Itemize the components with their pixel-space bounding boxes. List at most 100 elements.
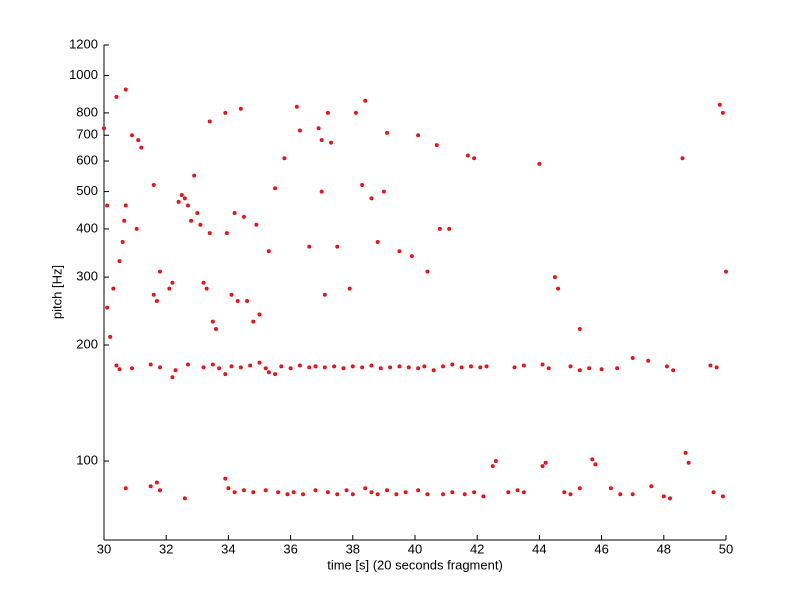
point [157,269,162,274]
x-axis-label: time [s] (20 seconds fragment) [327,557,503,572]
point [201,365,206,370]
x-tick-label: 50 [719,541,733,556]
y-tick-label: 400 [76,220,98,235]
point [223,372,228,377]
x-tick-label: 36 [283,541,297,556]
point [120,239,125,244]
point [307,244,312,249]
point [189,218,194,223]
point [552,275,557,280]
point [360,365,365,370]
point [406,365,411,370]
x-tick-label: 34 [221,541,235,556]
point [577,486,582,491]
point [680,156,685,161]
point [375,492,380,497]
x-tick-label: 38 [346,541,360,556]
point [577,327,582,332]
point [248,363,253,368]
point [630,356,635,361]
point [207,119,212,124]
x-tick-label: 40 [408,541,422,556]
point [154,299,159,304]
point [717,102,722,107]
point [369,196,374,201]
point [102,126,106,131]
point [108,334,113,339]
point [385,130,390,135]
point [157,365,162,370]
point [608,486,613,491]
point [568,492,573,497]
point [319,138,324,143]
point [450,362,455,367]
point [157,488,162,493]
point [276,490,281,495]
point [117,259,122,264]
point [257,312,262,317]
point [316,126,321,131]
point [297,363,302,368]
point [472,156,477,161]
point [207,231,212,236]
point [521,490,526,495]
point [291,490,296,495]
point [397,249,402,254]
point [714,365,719,370]
point [397,364,402,369]
point [279,364,284,369]
point [431,368,436,373]
point [195,210,200,215]
point [353,110,358,115]
point [266,370,271,375]
point [472,490,477,495]
x-tick-label: 42 [470,541,484,556]
point [363,98,368,103]
point [360,183,365,188]
point [198,222,203,227]
point [462,492,467,497]
x-tick-label: 30 [97,541,111,556]
y-tick-label: 1000 [69,67,98,82]
point [335,244,340,249]
point [232,210,237,215]
point [521,363,526,368]
point [724,269,728,274]
point [468,364,473,369]
point [630,492,635,497]
point [176,199,181,204]
point [537,161,542,166]
point [618,492,623,497]
point [123,203,128,208]
point [285,492,290,497]
point [210,362,215,367]
point [170,375,175,380]
point [347,286,352,291]
x-tick-label: 44 [532,541,546,556]
point [661,494,666,499]
point [223,476,228,481]
point [671,368,676,373]
point [148,362,153,367]
point [201,280,206,285]
point [210,319,215,324]
point [322,292,327,297]
point [615,366,620,371]
point [266,249,271,254]
y-tick-label: 600 [76,152,98,167]
point [450,490,455,495]
point [668,496,673,501]
point [590,457,595,462]
point [344,488,349,493]
point [556,286,561,291]
x-tick-label: 32 [159,541,173,556]
point [341,366,346,371]
y-tick-label: 100 [76,452,98,467]
point [599,367,604,372]
point [301,492,306,497]
point [577,368,582,373]
point [512,365,517,370]
point [213,327,218,332]
point [238,365,243,370]
